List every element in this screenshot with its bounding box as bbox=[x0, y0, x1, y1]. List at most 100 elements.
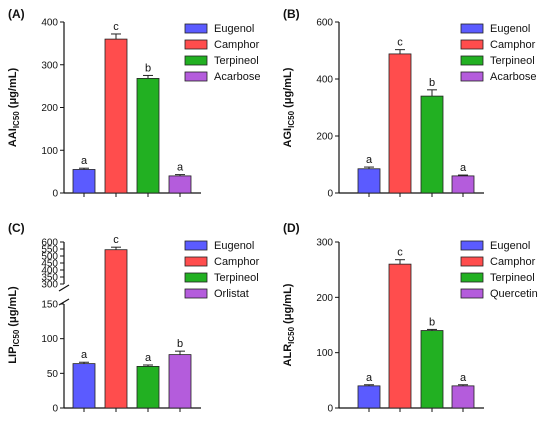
legend-label: Orlistat bbox=[214, 288, 249, 300]
y-axis-label: AGIIC50 (μg/mL) bbox=[282, 67, 296, 147]
y-tick-label: 550 bbox=[41, 245, 58, 256]
legend-swatch bbox=[460, 272, 484, 283]
bar-terpineol bbox=[420, 95, 444, 194]
bar-orlistat bbox=[168, 354, 192, 409]
y-tick-label: 350 bbox=[41, 273, 58, 284]
legend-label: Terpineol bbox=[214, 55, 259, 67]
y-tick-label: 300 bbox=[41, 60, 58, 71]
legend-label: Terpineol bbox=[490, 272, 535, 284]
legend-label: Camphor bbox=[214, 256, 260, 268]
y-tick-label: 0 bbox=[52, 189, 58, 200]
legend-swatch bbox=[184, 256, 208, 267]
legend-label: Eugenol bbox=[214, 23, 254, 35]
significance-label: a bbox=[177, 162, 184, 174]
axis-break-mark bbox=[58, 284, 70, 292]
bar-camphor bbox=[104, 249, 128, 409]
significance-label: a bbox=[460, 162, 467, 174]
legend-swatch bbox=[460, 256, 484, 267]
y-axis-label: LIPIC50 (μg/mL) bbox=[7, 286, 21, 364]
legend-label: Eugenol bbox=[490, 23, 530, 35]
y-tick-label: 0 bbox=[327, 404, 333, 415]
y-tick-label: 200 bbox=[41, 103, 58, 114]
chart-panel-1: (B) 0 200 400 600 AGIIC50 (μg/mL) a c b a Eugenol C… bbox=[282, 7, 536, 200]
y-tick-label: 400 bbox=[316, 75, 333, 86]
panel-label: (B) bbox=[283, 7, 300, 21]
y-tick-label: 600 bbox=[41, 238, 58, 249]
significance-label: a bbox=[81, 349, 88, 361]
panel-label: (D) bbox=[283, 221, 300, 235]
legend-label: Eugenol bbox=[490, 240, 530, 252]
significance-label: b bbox=[145, 62, 151, 74]
significance-label: b bbox=[429, 316, 435, 328]
significance-label: c bbox=[113, 21, 119, 33]
legend-swatch bbox=[460, 23, 484, 34]
legend-swatch bbox=[460, 39, 484, 50]
bar-terpineol bbox=[136, 365, 160, 409]
significance-label: a bbox=[366, 154, 373, 166]
significance-label: c bbox=[397, 247, 403, 259]
legend-swatch bbox=[460, 240, 484, 251]
y-tick-label: 100 bbox=[316, 348, 333, 359]
chart-panel-3: (D) 0 100 200 300 ALRIC50 (μg/mL) a c b a Eugenol C… bbox=[282, 221, 538, 415]
significance-label: a bbox=[81, 155, 88, 167]
legend-label: Terpineol bbox=[490, 55, 535, 67]
bar-quercetin bbox=[451, 385, 475, 409]
bar-acarbose bbox=[168, 175, 192, 194]
y-tick-label: 400 bbox=[41, 18, 58, 29]
y-tick-label: 450 bbox=[41, 259, 58, 270]
legend-swatch bbox=[184, 39, 208, 50]
y-tick-label: 300 bbox=[316, 238, 333, 249]
y-tick-label: 600 bbox=[316, 18, 333, 29]
y-tick-label: 100 bbox=[41, 146, 58, 157]
y-tick-label: 150 bbox=[41, 300, 58, 311]
legend-swatch bbox=[184, 240, 208, 251]
bar-camphor bbox=[388, 53, 412, 194]
chart-panel-0: (A) 0 100 200 300 400 AAIIC50 (μg/mL) a c b a Eugen… bbox=[7, 7, 260, 200]
legend-swatch bbox=[460, 71, 484, 82]
legend-label: Acarbose bbox=[214, 71, 260, 83]
bar-terpineol bbox=[420, 330, 444, 409]
legend-label: Terpineol bbox=[214, 272, 259, 284]
significance-label: c bbox=[397, 37, 403, 49]
y-tick-label: 400 bbox=[41, 266, 58, 277]
significance-label: a bbox=[145, 352, 152, 364]
bar-acarbose bbox=[451, 175, 475, 194]
y-tick-label: 200 bbox=[316, 132, 333, 143]
legend-swatch bbox=[184, 272, 208, 283]
legend-label: Acarbose bbox=[490, 71, 536, 83]
y-axis-label: ALRIC50 (μg/mL) bbox=[282, 283, 296, 366]
y-tick-label: 0 bbox=[52, 404, 58, 415]
legend-swatch bbox=[460, 288, 484, 299]
legend-swatch bbox=[460, 55, 484, 66]
y-axis-label: AAIIC50 (μg/mL) bbox=[7, 68, 21, 148]
y-tick-label: 300 bbox=[41, 280, 58, 291]
y-tick-label: 500 bbox=[41, 252, 58, 263]
panel-label: (C) bbox=[8, 221, 25, 235]
bar-terpineol bbox=[136, 78, 160, 194]
panel-label: (A) bbox=[8, 7, 25, 21]
bar-eugenol bbox=[72, 169, 96, 194]
legend-label: Quercetin bbox=[490, 288, 538, 300]
significance-label: a bbox=[460, 372, 467, 384]
bar-eugenol bbox=[357, 168, 381, 194]
bar-camphor bbox=[104, 38, 128, 194]
significance-label: b bbox=[429, 77, 435, 89]
legend-label: Camphor bbox=[214, 39, 260, 51]
significance-label: b bbox=[177, 338, 183, 350]
legend-swatch bbox=[184, 288, 208, 299]
significance-label: a bbox=[366, 372, 373, 384]
legend-swatch bbox=[184, 55, 208, 66]
y-tick-label: 200 bbox=[316, 293, 333, 304]
legend-label: Camphor bbox=[490, 39, 536, 51]
y-tick-label: 100 bbox=[41, 334, 58, 345]
bar-camphor bbox=[388, 263, 412, 409]
bar-eugenol bbox=[72, 363, 96, 409]
legend-swatch bbox=[184, 23, 208, 34]
bar-eugenol bbox=[357, 385, 381, 409]
legend-label: Eugenol bbox=[214, 240, 254, 252]
y-tick-label: 0 bbox=[327, 189, 333, 200]
legend-swatch bbox=[184, 71, 208, 82]
significance-label: c bbox=[113, 234, 119, 246]
